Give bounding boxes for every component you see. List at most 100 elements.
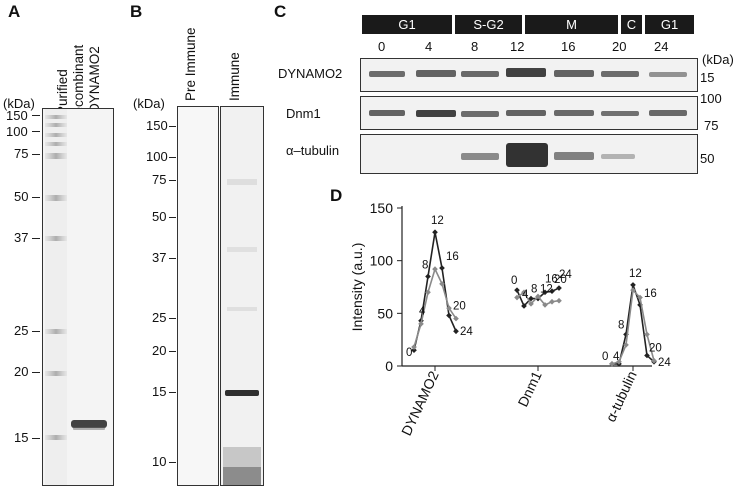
row-label-dnm1: Dnm1	[286, 106, 321, 121]
point-label: 16	[644, 288, 657, 300]
row-label-dynamo2: DYNAMO2	[278, 66, 343, 81]
marker-a-50: 50	[14, 189, 29, 204]
data-point	[623, 342, 629, 348]
tick	[169, 217, 176, 218]
tick	[32, 372, 40, 373]
point-label: 0	[511, 275, 517, 287]
marker-c-100: 100	[700, 91, 722, 106]
point-label: 16	[446, 251, 459, 263]
marker-a-75: 75	[14, 146, 29, 161]
x-tick-label: DYNAMO2	[398, 368, 442, 438]
point-label: 20	[453, 300, 466, 312]
tick	[169, 258, 176, 259]
lane-label-immune: Immune	[227, 52, 242, 101]
data-point	[432, 266, 438, 272]
blot-dynamo2	[360, 58, 698, 92]
marker-b-37: 37	[152, 250, 167, 265]
tick	[169, 180, 176, 181]
data-point	[411, 344, 417, 350]
marker-c-15: 15	[700, 70, 715, 85]
blot-alpha-tubulin-bands	[461, 143, 635, 167]
point-label: 12	[431, 215, 444, 227]
point-label: 16	[545, 273, 558, 285]
timepoint-20: 20	[612, 39, 627, 54]
data-point	[630, 287, 636, 293]
data-point	[644, 352, 650, 359]
lane-label-pre-immune: Pre Immune	[183, 27, 198, 101]
data-point	[446, 305, 452, 311]
marker-b-100: 100	[146, 149, 168, 164]
timepoint-4: 4	[425, 39, 433, 54]
marker-c-75: 75	[704, 118, 719, 133]
data-point	[556, 285, 562, 291]
data-point	[542, 289, 548, 296]
marker-b-150: 150	[146, 118, 168, 133]
data-point	[453, 315, 459, 322]
data-point	[418, 321, 424, 327]
y-tick-label: 100	[370, 253, 394, 269]
y-axis-label: Intensity (a.u.)	[349, 243, 365, 332]
marker-a-150: 150	[6, 108, 28, 123]
kda-unit-b: (kDa)	[133, 96, 165, 111]
data-point	[521, 289, 527, 296]
timepoint-16: 16	[561, 39, 576, 54]
point-label: 4	[522, 289, 529, 301]
panel-letter-a: A	[8, 2, 21, 21]
point-label: 20	[649, 342, 662, 354]
marker-c-50: 50	[700, 151, 715, 166]
data-point	[535, 293, 541, 300]
data-point	[542, 302, 548, 308]
tick	[169, 462, 176, 463]
data-point	[549, 288, 555, 295]
panel-letter-c: C	[274, 2, 287, 21]
data-point	[453, 328, 459, 335]
data-point	[637, 294, 643, 301]
point-label: 24	[559, 269, 572, 281]
tick	[32, 131, 40, 132]
timepoint-0: 0	[378, 39, 386, 54]
data-point	[521, 303, 527, 309]
x-tick-label: α-tubulin	[602, 369, 639, 425]
data-point	[556, 297, 562, 304]
blot-dnm1-bands	[369, 110, 687, 117]
timepoint-8: 8	[471, 39, 479, 54]
point-label: 24	[460, 326, 473, 338]
blot-dnm1	[360, 96, 698, 130]
data-point	[644, 331, 650, 338]
point-label: 8	[531, 284, 537, 296]
data-point	[439, 265, 445, 271]
point-label: 20	[554, 274, 567, 286]
phase-s-g2: S-G2	[455, 15, 522, 34]
gel-immune-bands	[221, 107, 263, 485]
timepoint-12: 12	[510, 39, 525, 54]
data-point	[616, 358, 622, 365]
marker-a-37: 37	[14, 230, 29, 245]
marker-b-25: 25	[152, 310, 167, 325]
point-label: 4	[613, 351, 620, 363]
point-label: 24	[658, 357, 671, 369]
panel-letter-d: D	[330, 186, 343, 205]
marker-b-15: 15	[152, 384, 167, 399]
tick	[32, 238, 40, 239]
point-label: 8	[422, 259, 428, 271]
phase-m: M	[525, 15, 618, 34]
phase-c: C	[621, 15, 642, 34]
blot-dynamo2-bands	[369, 68, 687, 77]
marker-b-50: 50	[152, 209, 167, 224]
tick	[169, 392, 176, 393]
marker-a-25: 25	[14, 323, 29, 338]
marker-b-10: 10	[152, 454, 167, 469]
gel-panel-a	[42, 108, 114, 486]
data-point	[514, 294, 520, 301]
data-point	[411, 347, 417, 354]
gel-a-bands	[43, 109, 113, 485]
y-tick-label: 150	[370, 200, 394, 216]
y-tick-label: 50	[377, 305, 393, 321]
tick	[32, 115, 40, 116]
gel-pre-immune	[177, 106, 219, 486]
phase-g1-start: G1	[362, 15, 452, 34]
lane-label-dynamo2: DYNAMO2	[87, 46, 102, 113]
phase-g1-end: G1	[645, 15, 694, 34]
data-point	[425, 273, 431, 280]
point-label: 0	[602, 351, 608, 363]
